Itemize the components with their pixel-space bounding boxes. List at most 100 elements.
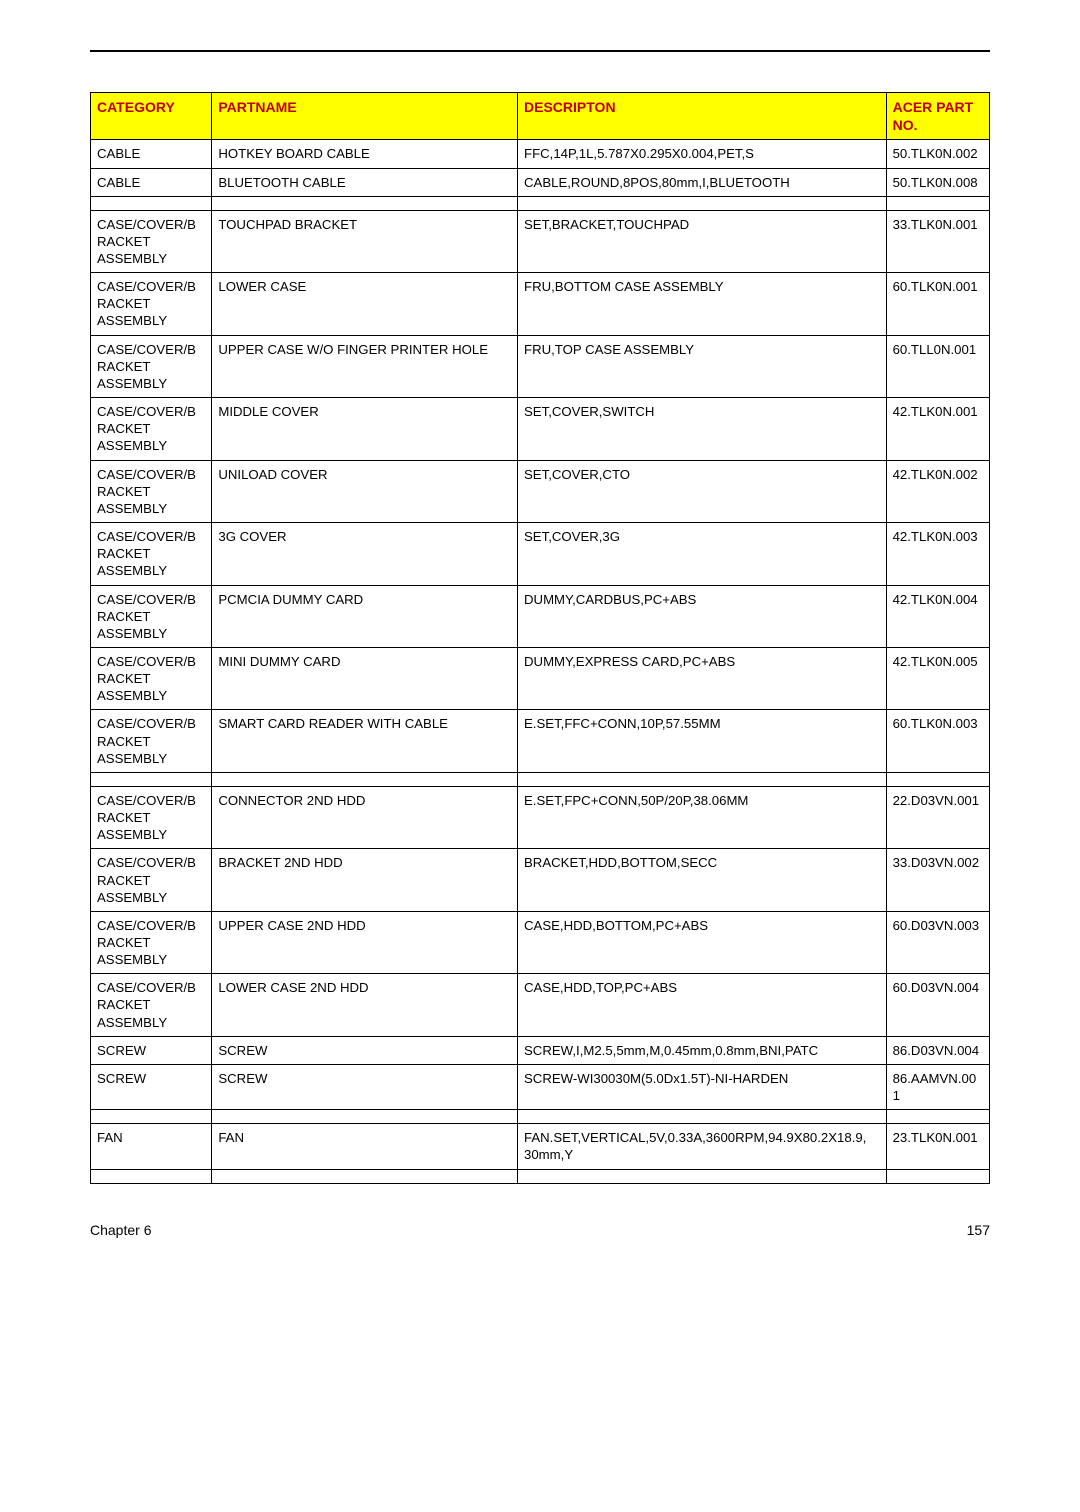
table-row: CASE/COVER/BRACKET ASSEMBLYUPPER CASE W/… [91,335,990,397]
cell-description: SET,COVER,SWITCH [518,398,887,460]
cell-partname: BRACKET 2ND HDD [212,849,518,911]
cell-category: CASE/COVER/BRACKET ASSEMBLY [91,786,212,848]
cell-description: E.SET,FPC+CONN,50P/20P,38.06MM [518,786,887,848]
cell-partname: UPPER CASE 2ND HDD [212,911,518,973]
header-description: DESCRIPTON [518,93,887,140]
cell-description: CABLE,ROUND,8POS,80mm,I,BLUETOOTH [518,168,887,196]
cell-acer-part-no: 60.TLK0N.003 [886,710,989,772]
cell-category: CASE/COVER/BRACKET ASSEMBLY [91,460,212,522]
cell-category: CABLE [91,168,212,196]
empty-cell [518,196,887,210]
table-row: CASE/COVER/BRACKET ASSEMBLYLOWER CASEFRU… [91,273,990,335]
cell-acer-part-no: 23.TLK0N.001 [886,1124,989,1169]
table-row: CASE/COVER/BRACKET ASSEMBLYTOUCHPAD BRAC… [91,210,990,272]
cell-acer-part-no: 33.D03VN.002 [886,849,989,911]
empty-cell [886,1169,989,1183]
cell-partname: FAN [212,1124,518,1169]
cell-partname: CONNECTOR 2ND HDD [212,786,518,848]
cell-acer-part-no: 60.D03VN.004 [886,974,989,1036]
empty-cell [212,1169,518,1183]
empty-cell [886,772,989,786]
cell-category: CASE/COVER/BRACKET ASSEMBLY [91,911,212,973]
table-row: CABLEBLUETOOTH CABLECABLE,ROUND,8POS,80m… [91,168,990,196]
cell-acer-part-no: 33.TLK0N.001 [886,210,989,272]
cell-acer-part-no: 42.TLK0N.001 [886,398,989,460]
header-partname: PARTNAME [212,93,518,140]
cell-description: CASE,HDD,BOTTOM,PC+ABS [518,911,887,973]
table-row: CASE/COVER/BRACKET ASSEMBLYUNILOAD COVER… [91,460,990,522]
top-rule [90,50,990,52]
cell-acer-part-no: 42.TLK0N.002 [886,460,989,522]
table-row: CASE/COVER/BRACKET ASSEMBLYSMART CARD RE… [91,710,990,772]
cell-acer-part-no: 50.TLK0N.008 [886,168,989,196]
cell-acer-part-no: 42.TLK0N.005 [886,647,989,709]
table-row [91,1110,990,1124]
footer-page-number: 157 [967,1222,990,1238]
cell-category: CASE/COVER/BRACKET ASSEMBLY [91,398,212,460]
cell-partname: SCREW [212,1036,518,1064]
table-row: CABLEHOTKEY BOARD CABLEFFC,14P,1L,5.787X… [91,140,990,168]
cell-description: SET,COVER,CTO [518,460,887,522]
cell-acer-part-no: 42.TLK0N.004 [886,585,989,647]
empty-cell [518,772,887,786]
header-acer-part: ACER PART NO. [886,93,989,140]
cell-category: CASE/COVER/BRACKET ASSEMBLY [91,849,212,911]
table-row [91,772,990,786]
footer-chapter: Chapter 6 [90,1222,151,1238]
cell-partname: 3G COVER [212,523,518,585]
cell-description: SCREW-WI30030M(5.0Dx1.5T)-NI-HARDEN [518,1064,887,1109]
cell-category: SCREW [91,1036,212,1064]
cell-description: FRU,TOP CASE ASSEMBLY [518,335,887,397]
cell-acer-part-no: 86.AAMVN.001 [886,1064,989,1109]
empty-cell [886,1110,989,1124]
cell-partname: LOWER CASE 2ND HDD [212,974,518,1036]
table-row: SCREWSCREWSCREW-WI30030M(5.0Dx1.5T)-NI-H… [91,1064,990,1109]
cell-category: CASE/COVER/BRACKET ASSEMBLY [91,710,212,772]
table-row: CASE/COVER/BRACKET ASSEMBLYMIDDLE COVERS… [91,398,990,460]
table-row: CASE/COVER/BRACKET ASSEMBLYLOWER CASE 2N… [91,974,990,1036]
cell-partname: MIDDLE COVER [212,398,518,460]
cell-acer-part-no: 60.D03VN.003 [886,911,989,973]
cell-description: DUMMY,EXPRESS CARD,PC+ABS [518,647,887,709]
table-row: FANFANFAN.SET,VERTICAL,5V,0.33A,3600RPM,… [91,1124,990,1169]
table-row [91,1169,990,1183]
cell-partname: BLUETOOTH CABLE [212,168,518,196]
empty-cell [91,772,212,786]
cell-description: SET,COVER,3G [518,523,887,585]
cell-description: FFC,14P,1L,5.787X0.295X0.004,PET,S [518,140,887,168]
cell-partname: PCMCIA DUMMY CARD [212,585,518,647]
cell-partname: UNILOAD COVER [212,460,518,522]
cell-description: CASE,HDD,TOP,PC+ABS [518,974,887,1036]
cell-description: FAN.SET,VERTICAL,5V,0.33A,3600RPM,94.9X8… [518,1124,887,1169]
cell-category: SCREW [91,1064,212,1109]
table-row: SCREWSCREWSCREW,I,M2.5,5mm,M,0.45mm,0.8m… [91,1036,990,1064]
parts-table: CATEGORY PARTNAME DESCRIPTON ACER PART N… [90,92,990,1184]
empty-cell [212,196,518,210]
cell-partname: UPPER CASE W/O FINGER PRINTER HOLE [212,335,518,397]
cell-acer-part-no: 60.TLK0N.001 [886,273,989,335]
cell-partname: HOTKEY BOARD CABLE [212,140,518,168]
cell-category: CABLE [91,140,212,168]
cell-description: FRU,BOTTOM CASE ASSEMBLY [518,273,887,335]
page-footer: Chapter 6 157 [90,1222,990,1238]
cell-category: CASE/COVER/BRACKET ASSEMBLY [91,647,212,709]
cell-category: CASE/COVER/BRACKET ASSEMBLY [91,974,212,1036]
cell-partname: SMART CARD READER WITH CABLE [212,710,518,772]
table-row: CASE/COVER/BRACKET ASSEMBLYPCMCIA DUMMY … [91,585,990,647]
cell-category: FAN [91,1124,212,1169]
cell-partname: MINI DUMMY CARD [212,647,518,709]
empty-cell [212,772,518,786]
table-row: CASE/COVER/BRACKET ASSEMBLYBRACKET 2ND H… [91,849,990,911]
empty-cell [91,196,212,210]
table-header-row: CATEGORY PARTNAME DESCRIPTON ACER PART N… [91,93,990,140]
cell-partname: LOWER CASE [212,273,518,335]
table-row: CASE/COVER/BRACKET ASSEMBLY3G COVERSET,C… [91,523,990,585]
table-row [91,196,990,210]
cell-description: SET,BRACKET,TOUCHPAD [518,210,887,272]
cell-category: CASE/COVER/BRACKET ASSEMBLY [91,585,212,647]
cell-acer-part-no: 22.D03VN.001 [886,786,989,848]
cell-category: CASE/COVER/BRACKET ASSEMBLY [91,523,212,585]
cell-partname: TOUCHPAD BRACKET [212,210,518,272]
cell-description: SCREW,I,M2.5,5mm,M,0.45mm,0.8mm,BNI,PATC [518,1036,887,1064]
empty-cell [91,1110,212,1124]
